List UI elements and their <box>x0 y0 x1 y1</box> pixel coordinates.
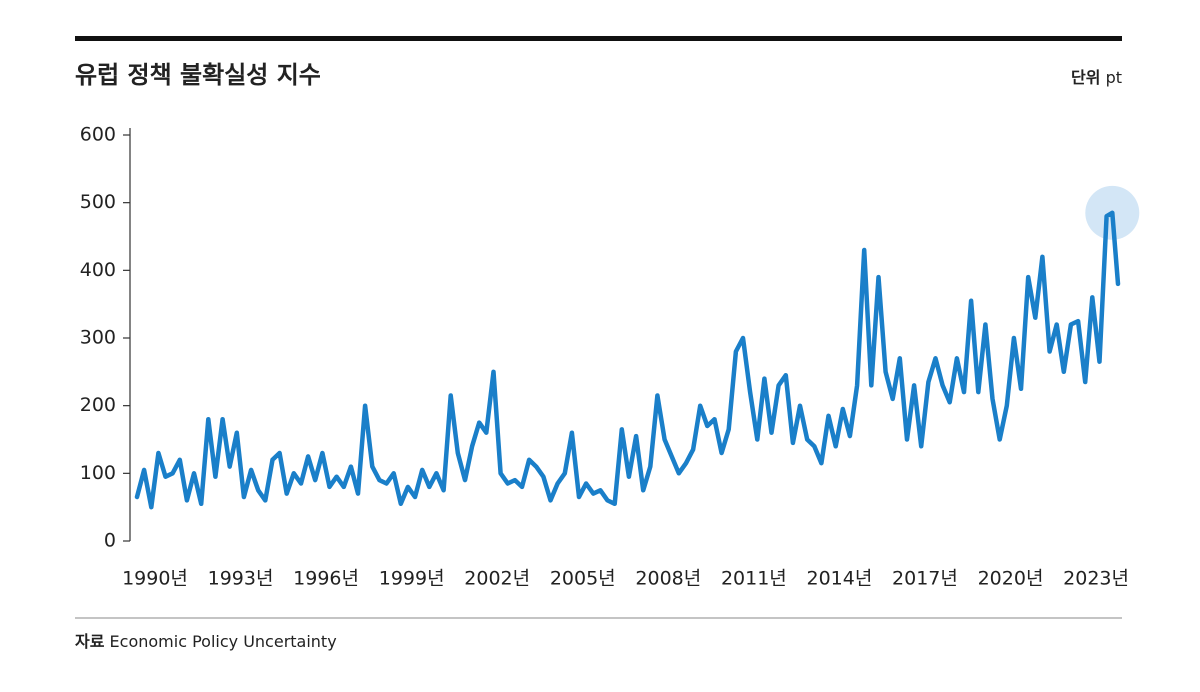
y-tick-label: 500 <box>80 191 116 213</box>
y-tick-label: 100 <box>80 462 116 484</box>
x-tick-label: 2020년 <box>978 568 1044 590</box>
top-rule <box>75 36 1122 41</box>
y-tick-label: 300 <box>80 327 116 349</box>
source: 자료 Economic Policy Uncertainty <box>75 632 337 651</box>
x-tick-label: 1993년 <box>208 568 274 590</box>
x-tick-label: 2017년 <box>892 568 958 590</box>
unit-value: pt <box>1106 68 1122 87</box>
x-tick-label: 1990년 <box>122 568 188 590</box>
unit-label: 단위 <box>1071 68 1100 87</box>
x-tick-label: 1996년 <box>293 568 359 590</box>
x-tick-label: 2002년 <box>464 568 530 590</box>
unit: 단위 pt <box>1071 68 1122 87</box>
x-tick-label: 2008년 <box>635 568 701 590</box>
series-line <box>134 210 1121 510</box>
x-tick-label: 2014년 <box>806 568 872 590</box>
y-tick-label: 600 <box>80 124 116 146</box>
source-value: Economic Policy Uncertainty <box>110 632 337 651</box>
y-tick-label: 400 <box>80 259 116 281</box>
x-tick-label: 2023년 <box>1063 568 1129 590</box>
source-label: 자료 <box>75 632 105 651</box>
x-tick-label: 2011년 <box>721 568 787 590</box>
x-tick-label: 2005년 <box>550 568 616 590</box>
y-tick-label: 0 <box>104 530 116 552</box>
x-tick-label: 1999년 <box>379 568 445 590</box>
chart-title: 유럽 정책 불확실성 지수 <box>75 61 321 89</box>
y-tick-label: 200 <box>80 394 116 416</box>
